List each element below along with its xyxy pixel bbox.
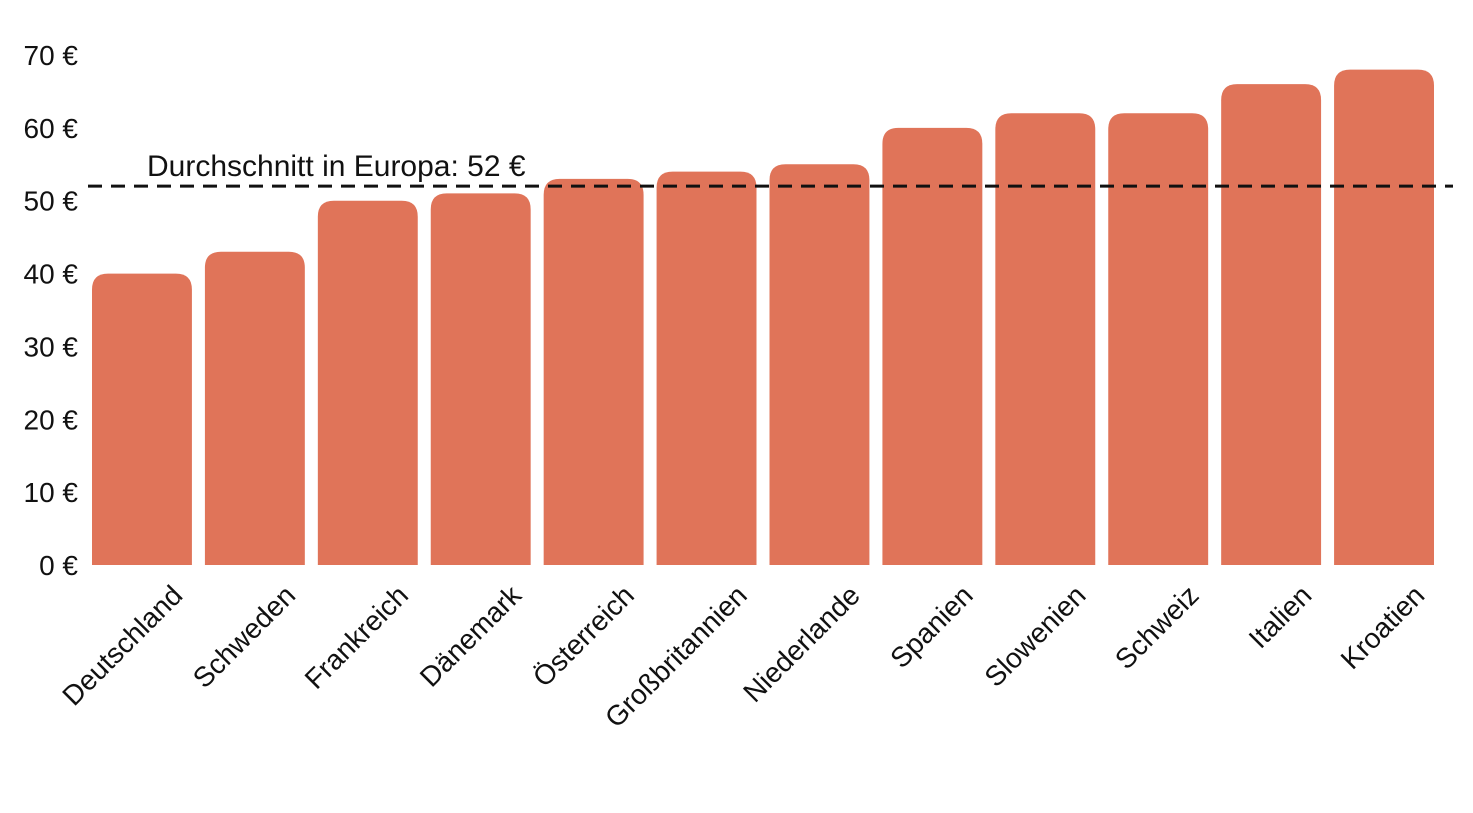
y-tick-label: 30 €: [24, 331, 79, 362]
bar: [92, 273, 192, 565]
x-tick-label: Slowenien: [978, 579, 1091, 692]
y-tick-label: 60 €: [24, 113, 79, 144]
y-axis-ticks: 0 € 10 € 20 € 30 € 40 € 50 € 60 € 70 €: [24, 40, 79, 581]
bar: [656, 171, 757, 566]
bar: [1334, 69, 1434, 566]
bar: [204, 251, 305, 565]
bar: [317, 200, 418, 565]
y-tick-label: 10 €: [24, 477, 79, 508]
x-tick-label: Schweden: [187, 579, 301, 693]
x-tick-label: Schweiz: [1109, 579, 1205, 675]
average-label: Durchschnitt in Europa: 52 €: [147, 150, 526, 183]
x-tick-label: Österreich: [527, 579, 640, 692]
y-tick-label: 70 €: [24, 40, 79, 71]
x-tick-label: Deutschland: [56, 579, 188, 711]
bar: [543, 178, 644, 565]
bar: [1108, 113, 1209, 566]
x-tick-label: Spanien: [884, 579, 979, 674]
y-tick-label: 20 €: [24, 404, 79, 435]
x-tick-label: Niederlande: [737, 579, 866, 708]
x-tick-label: Frankreich: [299, 579, 414, 694]
y-tick-label: 50 €: [24, 186, 79, 217]
bars: [92, 69, 1434, 566]
average-reference: Durchschnitt in Europa: 52 €: [88, 150, 1453, 188]
bar: [882, 127, 983, 565]
bar: [769, 164, 870, 566]
y-tick-label: 0 €: [39, 550, 78, 581]
y-tick-label: 40 €: [24, 259, 79, 290]
bar: [430, 193, 531, 565]
x-tick-label: Kroatien: [1335, 579, 1431, 675]
x-tick-label: Italien: [1243, 579, 1318, 654]
bar: [995, 113, 1096, 566]
x-tick-label: Dänemark: [414, 579, 528, 693]
bar: [1221, 84, 1322, 566]
